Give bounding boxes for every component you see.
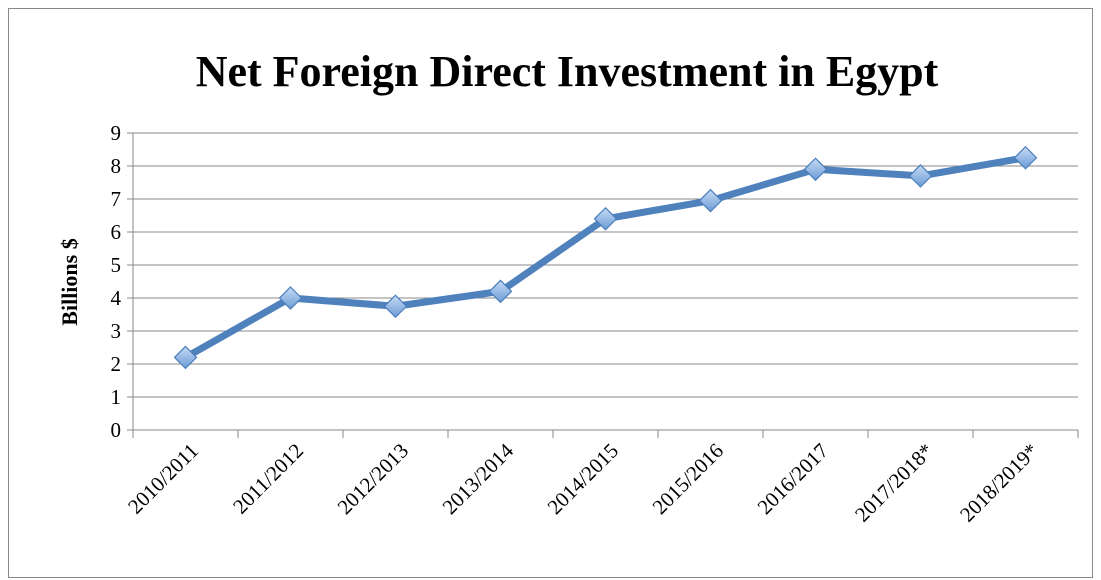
y-tick-label: 2 [111,352,122,376]
y-tick-label: 9 [111,121,122,145]
y-axis-label: Billions $ [57,238,82,325]
data-marker [278,286,303,310]
y-tick-label: 6 [111,220,122,244]
data-marker [383,294,408,319]
data-marker [173,345,198,370]
y-tick-label: 1 [111,385,122,409]
y-tick-label: 0 [111,418,122,442]
y-tick-label: 3 [111,319,122,343]
y-tick-label: 8 [111,154,122,178]
data-marker [1013,145,1038,170]
data-marker [593,206,618,231]
y-tick-label: 7 [111,187,122,211]
chart-border [8,8,1093,578]
chart-title: Net Foreign Direct Investment in Egypt [196,47,939,96]
y-tick-label: 5 [111,253,122,277]
y-tick-label: 4 [111,286,122,310]
data-marker [698,188,723,213]
data-marker [803,157,828,182]
data-marker [908,164,933,188]
data-marker [488,279,513,304]
